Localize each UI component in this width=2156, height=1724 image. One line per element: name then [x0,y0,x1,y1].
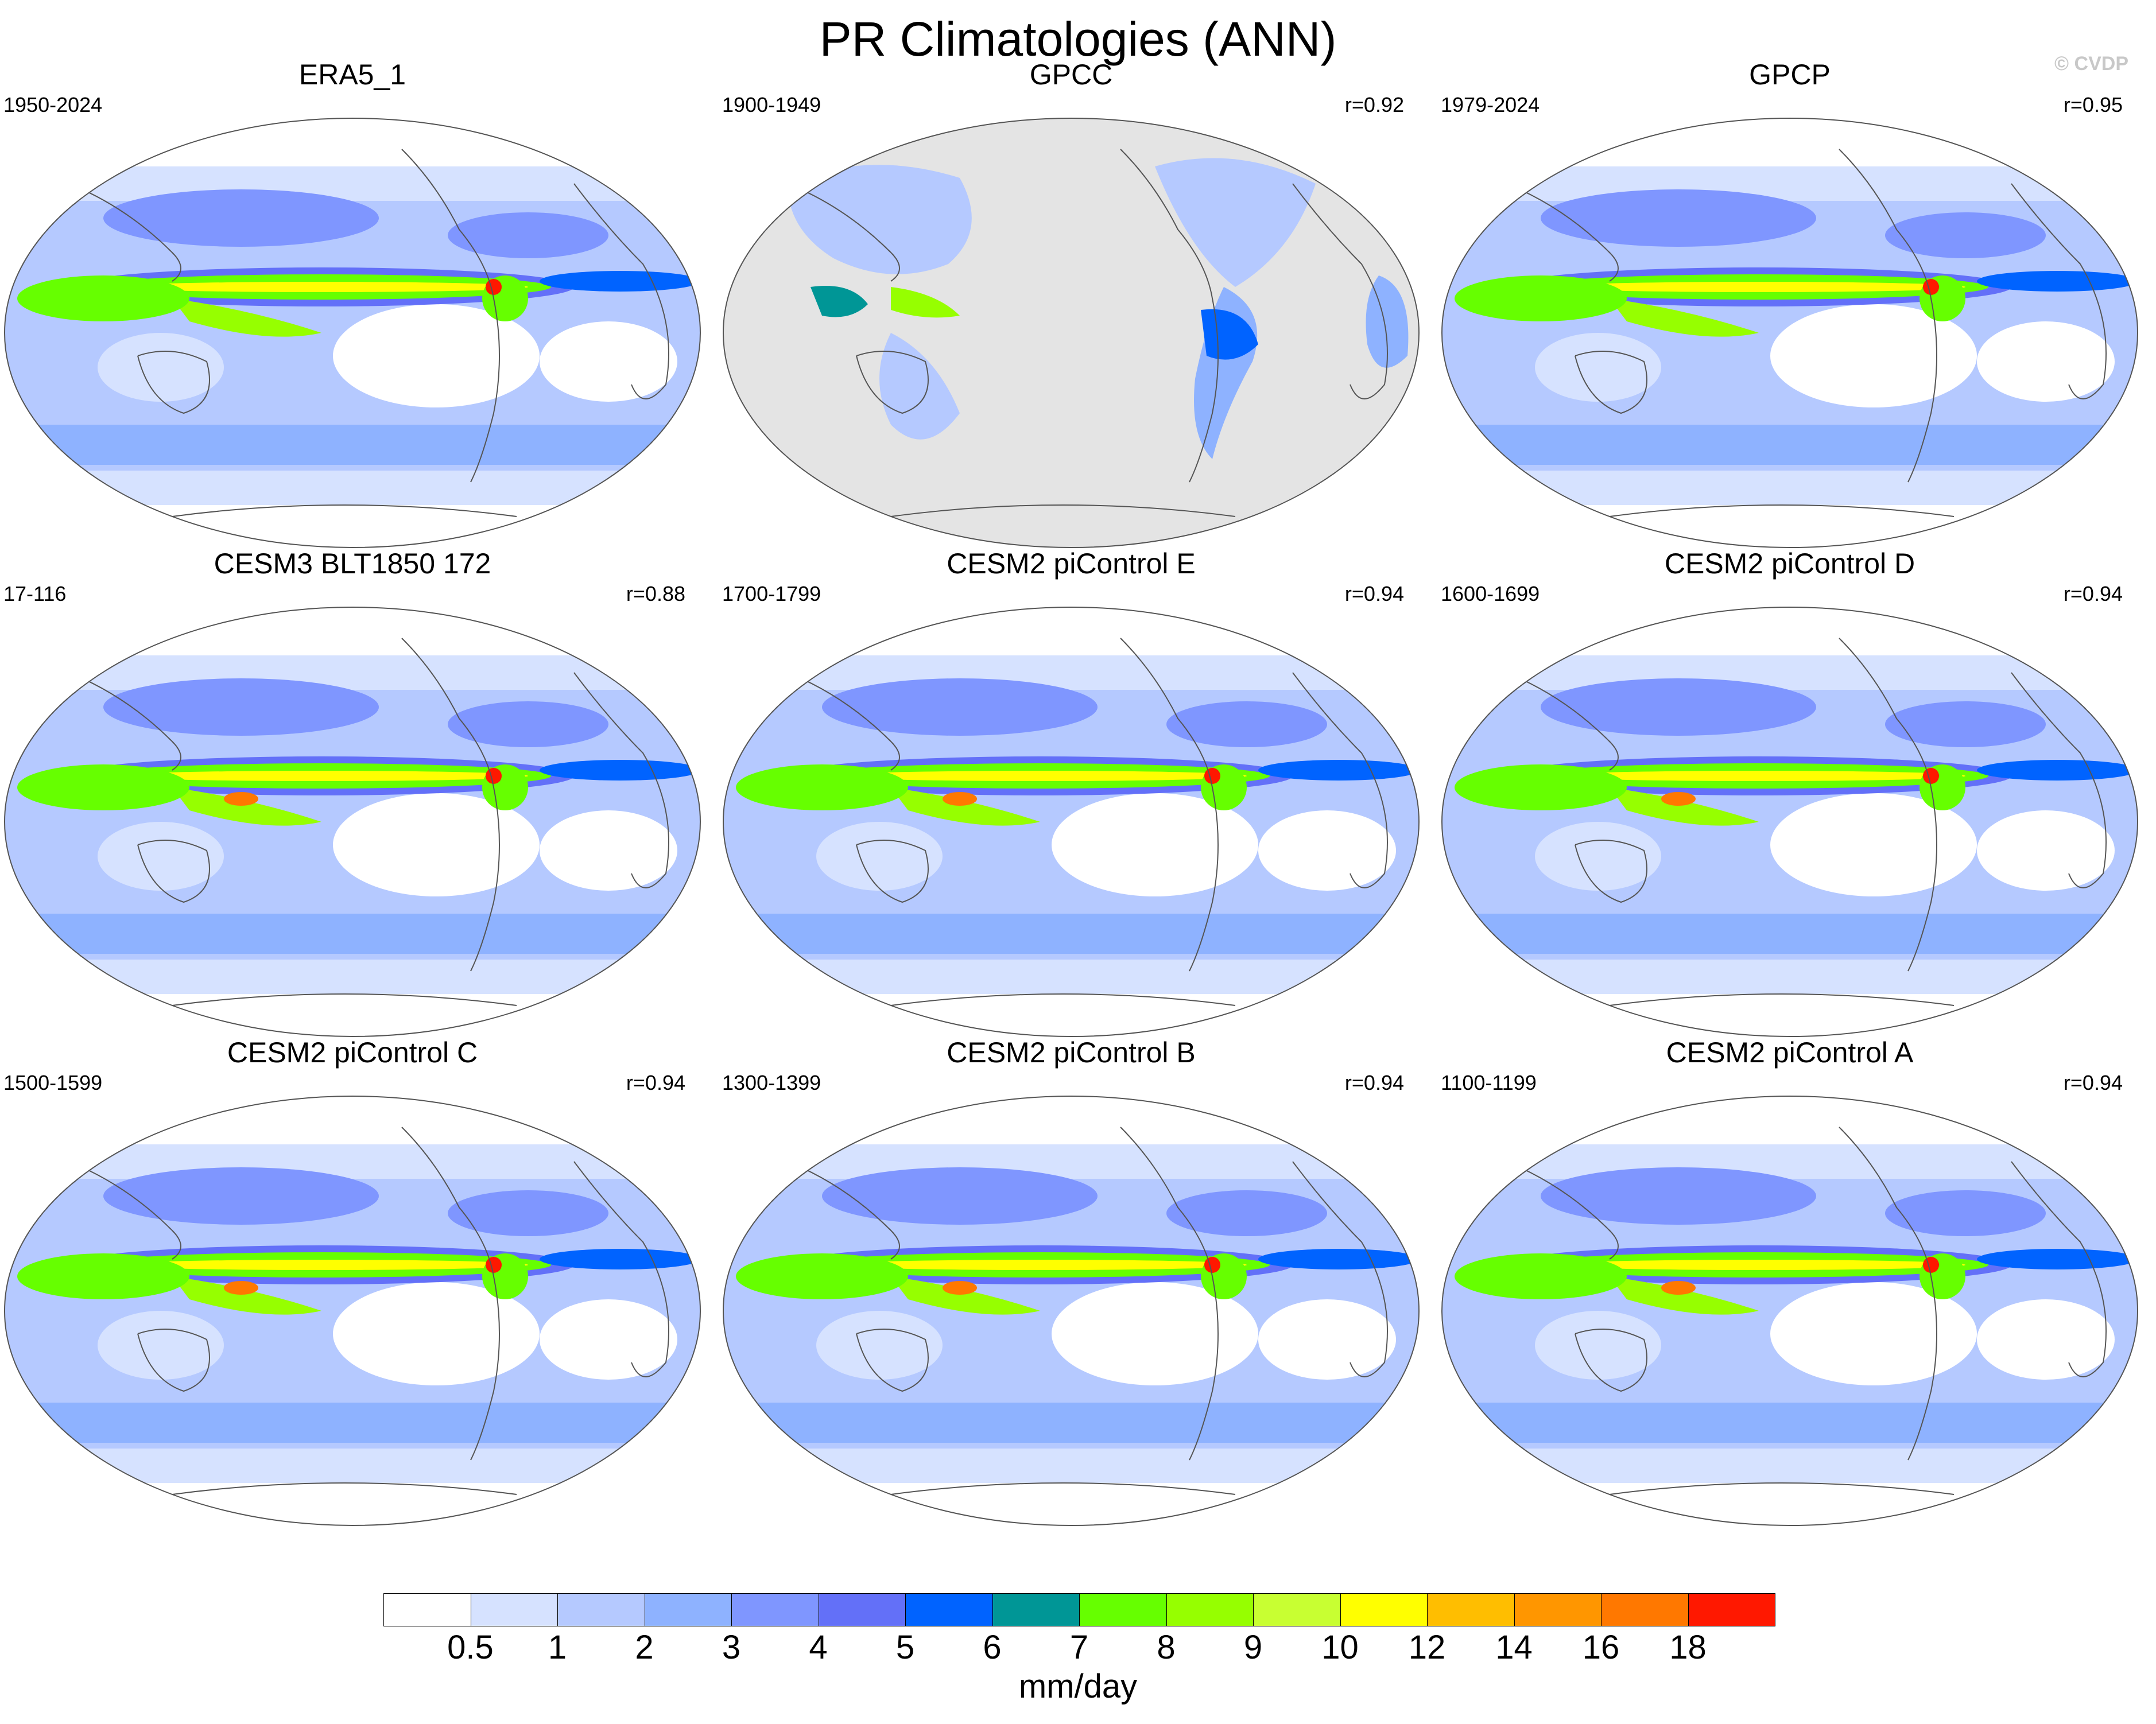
map-panel: GPCC 1900-1949 r=0.92 [719,57,1424,548]
figure-title: PR Climatologies (ANN) [819,12,1337,66]
colorbar-swatch [1166,1593,1254,1626]
map-panel: CESM2 piControl A 1100-1199 r=0.94 [1437,1035,2142,1526]
colorbar-label: 5 [895,1629,915,1666]
colorbar-label: 0.5 [447,1629,494,1666]
colorbar [383,1593,1775,1628]
colorbar-swatch [1688,1593,1775,1626]
map-panel: CESM2 piControl E 1700-1799 r=0.94 [719,546,1424,1037]
colorbar-label: 2 [635,1629,654,1666]
precip-map [1441,1096,2138,1526]
map-panel: CESM2 piControl C 1500-1599 r=0.94 [0,1035,705,1526]
colorbar-swatch [1340,1593,1428,1626]
panel-period: 1100-1199 [1441,1071,1537,1094]
panel-correlation: r=0.88 [626,582,685,605]
panel-period: 1950-2024 [3,93,103,117]
panel-title: CESM2 piControl B [947,1036,1196,1069]
map-panel: CESM2 piControl B 1300-1399 r=0.94 [719,1035,1424,1526]
panel-period: 1979-2024 [1441,93,1540,117]
panel-period: 1300-1399 [722,1071,821,1094]
panel-title: ERA5_1 [298,59,406,91]
colorbar-label: 1 [548,1629,567,1666]
colorbar-swatch [1079,1593,1167,1626]
panel-title: CESM2 piControl A [1666,1036,1914,1069]
colorbar-label: 12 [1408,1629,1446,1666]
colorbar-label: 3 [722,1629,741,1666]
panel-correlation: r=0.92 [1344,93,1404,117]
colorbar-swatch [470,1593,558,1626]
precip-map [723,118,1420,548]
colorbar-swatch [818,1593,906,1626]
panel-title: CESM2 piControl C [227,1036,478,1069]
colorbar-swatch [1514,1593,1602,1626]
panel-title: GPCC [1029,59,1113,91]
colorbar-label: 4 [809,1629,828,1666]
precip-map [4,1096,701,1526]
panel-correlation: r=0.94 [1344,582,1404,605]
colorbar-swatch [644,1593,732,1626]
panel-period: 1700-1799 [722,582,821,605]
panel-title: CESM2 piControl D [1664,548,1915,580]
colorbar-label: 8 [1157,1629,1176,1666]
colorbar-label: 6 [983,1629,1002,1666]
colorbar-swatch [557,1593,645,1626]
map-panel: CESM2 piControl D 1600-1699 r=0.94 [1437,546,2142,1037]
panel-correlation: r=0.94 [626,1071,685,1094]
panel-correlation: r=0.94 [2063,582,2123,605]
colorbar-swatch [383,1593,471,1626]
panel-correlation: r=0.94 [1344,1071,1404,1094]
colorbar-label: 9 [1243,1629,1263,1666]
precip-map [1441,118,2138,548]
panel-correlation: r=0.95 [2063,93,2123,117]
colorbar-swatch [992,1593,1080,1626]
colorbar-label: 7 [1069,1629,1089,1666]
precip-map [4,607,701,1037]
panel-title: CESM3 BLT1850 172 [214,548,491,580]
panel-title: GPCP [1749,59,1831,91]
precip-map [723,607,1420,1037]
precip-map [4,118,701,548]
colorbar-units: mm/day [1018,1668,1138,1705]
colorbar-label: 16 [1582,1629,1620,1666]
colorbar-swatch [1427,1593,1515,1626]
colorbar-label: 10 [1321,1629,1359,1666]
map-panel: CESM3 BLT1850 172 17-116 r=0.88 [0,546,705,1037]
map-panel: ERA5_1 1950-2024 [0,57,705,548]
map-panel: GPCP 1979-2024 r=0.95 [1437,57,2142,548]
precip-map [723,1096,1420,1526]
panel-period: 1500-1599 [3,1071,103,1094]
cvdp-watermark: © CVDP [2054,53,2128,75]
precip-map [1441,607,2138,1037]
colorbar-label: 18 [1669,1629,1707,1666]
panel-correlation: r=0.94 [2063,1071,2123,1094]
panel-title: CESM2 piControl E [947,548,1196,580]
colorbar-swatch [905,1593,993,1626]
colorbar-swatch [1601,1593,1689,1626]
panel-period: 1600-1699 [1441,582,1540,605]
colorbar-label: 14 [1495,1629,1533,1666]
panel-period: 17-116 [3,582,67,605]
colorbar-swatch [1253,1593,1341,1626]
colorbar-swatch [731,1593,819,1626]
panel-period: 1900-1949 [722,93,821,117]
